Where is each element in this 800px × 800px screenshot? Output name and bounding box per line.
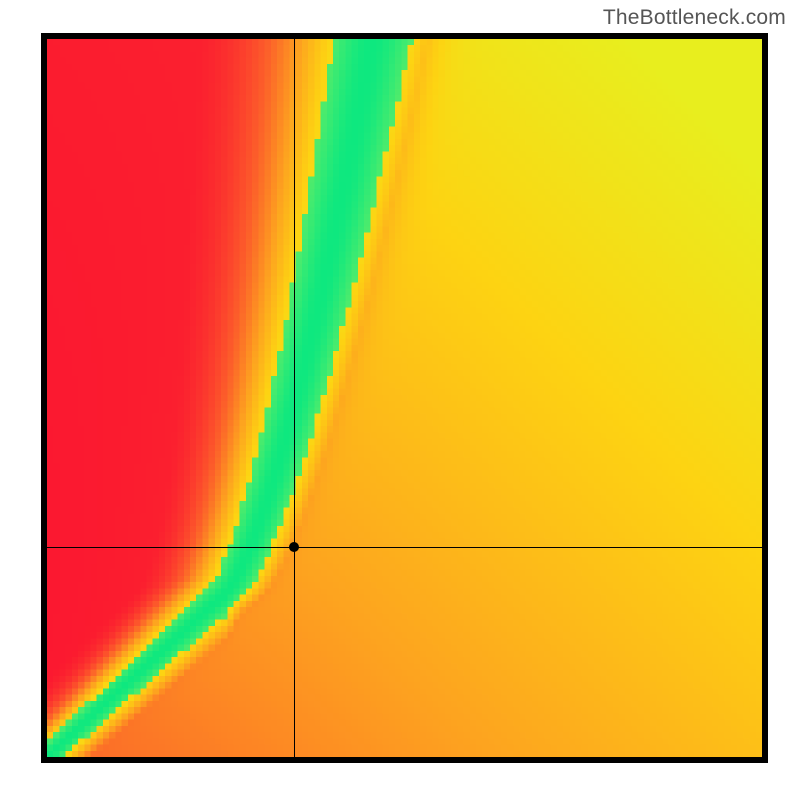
crosshair-horizontal <box>47 547 762 548</box>
plot-area <box>47 39 762 757</box>
watermark-text: TheBottleneck.com <box>603 6 786 30</box>
data-point <box>289 542 299 552</box>
chart-container: TheBottleneck.com <box>0 0 800 800</box>
crosshair-vertical <box>294 39 295 757</box>
heatmap-canvas <box>47 39 762 757</box>
